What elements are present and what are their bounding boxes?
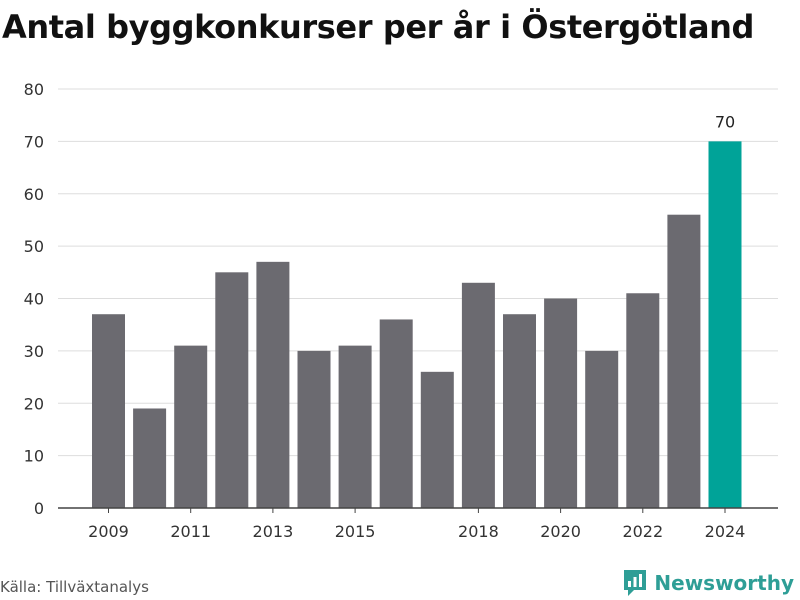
y-tick-label: 50 — [24, 237, 44, 256]
source-note: Källa: Tillväxtanalys — [0, 578, 149, 596]
bar-2024 — [708, 141, 742, 508]
y-tick-label: 0 — [34, 499, 44, 518]
x-tick-label: 2018 — [458, 522, 499, 541]
bar-2010 — [133, 408, 167, 508]
bars — [92, 141, 742, 508]
y-tick-label: 60 — [24, 185, 44, 204]
brand-logo: Newsworthy — [622, 568, 794, 598]
x-tick-label: 2011 — [170, 522, 211, 541]
y-tick-label: 10 — [24, 447, 44, 466]
bar-2022 — [626, 293, 660, 508]
y-tick-label: 30 — [24, 342, 44, 361]
bar-2015 — [338, 345, 372, 508]
bar-2016 — [379, 319, 413, 508]
chart-title: Antal byggkonkurser per år i Östergötlan… — [2, 8, 755, 46]
data-labels: 70 — [715, 112, 735, 131]
bar-2018 — [461, 282, 495, 508]
brand-name: Newsworthy — [654, 571, 794, 595]
bar-2011 — [174, 345, 208, 508]
x-tick-label: 2020 — [540, 522, 581, 541]
newsworthy-logo-icon — [624, 570, 647, 596]
bar-2021 — [585, 350, 619, 508]
x-tick-label: 2022 — [622, 522, 663, 541]
y-tick-label: 40 — [24, 290, 44, 309]
data-label-2024: 70 — [715, 112, 735, 131]
bar-2017 — [420, 371, 454, 508]
bar-2023 — [667, 214, 701, 508]
y-tick-label: 80 — [24, 80, 44, 99]
bar-2012 — [215, 272, 249, 508]
bar-2014 — [297, 350, 331, 508]
x-tick-label: 2013 — [253, 522, 294, 541]
y-axis-ticks: 0 10 20 30 40 50 60 70 80 — [24, 80, 44, 518]
bar-2019 — [503, 314, 536, 508]
bar-2009 — [92, 314, 125, 508]
x-tick-label: 2015 — [335, 522, 376, 541]
x-axis-ticks: 2009 2011 2013 2015 2018 2020 2022 2024 — [88, 508, 745, 541]
x-tick-label: 2024 — [705, 522, 746, 541]
bar-2020 — [544, 298, 578, 508]
bar-2013 — [256, 261, 290, 508]
x-tick-label: 2009 — [88, 522, 129, 541]
y-tick-label: 70 — [24, 132, 44, 151]
y-tick-label: 20 — [24, 394, 44, 413]
